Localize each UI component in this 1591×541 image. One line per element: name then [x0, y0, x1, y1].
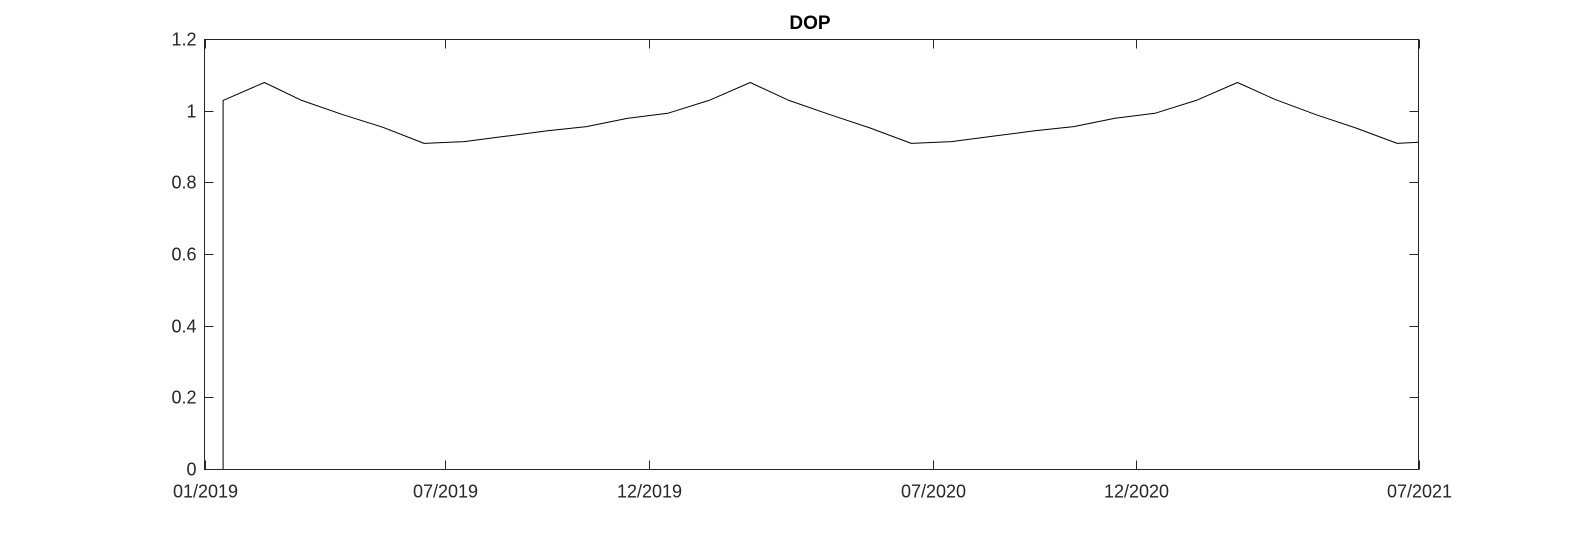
series-line	[204, 82, 1419, 470]
axes-frame	[204, 39, 1419, 470]
y-tick-label: 0.4	[171, 317, 196, 337]
y-tick-label: 1.2	[171, 30, 196, 50]
ticks-layer: 01/2019 07/2019 12/2019 07/2020 12/2020 07/20…	[171, 30, 1452, 502]
y-tick-label: 1	[186, 102, 196, 122]
x-tick-label: 01/2019	[173, 482, 238, 502]
x-tick-label: 07/2020	[901, 482, 966, 502]
series-layer	[204, 82, 1419, 470]
x-tick-label: 12/2020	[1104, 482, 1169, 502]
x-tick-label: 07/2019	[413, 482, 478, 502]
chart-title: DOP	[789, 13, 831, 34]
y-tick-label: 0.8	[171, 173, 196, 193]
x-tick-label: 07/2021	[1387, 482, 1452, 502]
y-tick-label: 0	[186, 460, 196, 480]
x-tick-label: 12/2019	[617, 482, 682, 502]
y-tick-label: 0.6	[171, 245, 196, 265]
y-tick-label: 0.2	[171, 388, 196, 408]
